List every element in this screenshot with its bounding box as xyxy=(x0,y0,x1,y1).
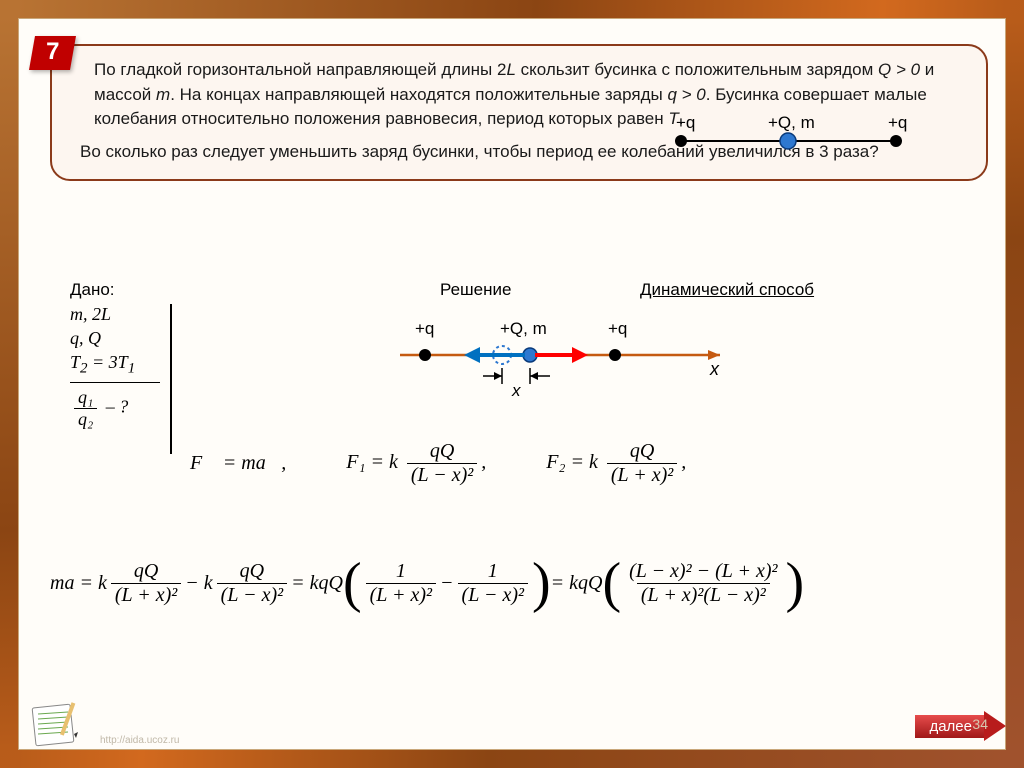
svg-text:+Q, m: +Q, m xyxy=(500,320,547,338)
problem-diagram: +q +Q, m +q xyxy=(666,116,946,146)
url-text: http://aida.ucoz.ru xyxy=(100,735,180,746)
notebook-icon xyxy=(28,698,88,748)
formula-row-2: ma = k qQ(L + x)² − k qQ(L − x)² = kqQ 1… xyxy=(50,560,984,607)
svg-text:+q: +q xyxy=(608,320,627,338)
problem-statement-box: По гладкой горизонтальной направляющей д… xyxy=(50,44,988,181)
label-right: +q xyxy=(888,116,907,132)
problem-number-tab: 7 xyxy=(29,36,76,70)
label-mid: +Q, m xyxy=(768,116,815,132)
solution-diagram: +q +Q, m +q x x xyxy=(360,320,740,400)
formula-row-1: F⃗ = ma⃗, F₁ = k qQ(L − x)², F₂ = k qQ(L… xyxy=(190,440,984,487)
svg-text:x: x xyxy=(511,381,521,400)
given-block: Дано: m, 2L q, Q T2 = 3T1 q₁q₂ – ? xyxy=(70,280,160,433)
svg-text:+q: +q xyxy=(415,320,434,338)
page-number: 34 xyxy=(972,716,988,732)
method-header: Динамический способ xyxy=(640,280,814,300)
label-left: +q xyxy=(676,116,695,132)
solution-header: Решение xyxy=(440,280,511,300)
svg-text:x: x xyxy=(709,359,720,379)
